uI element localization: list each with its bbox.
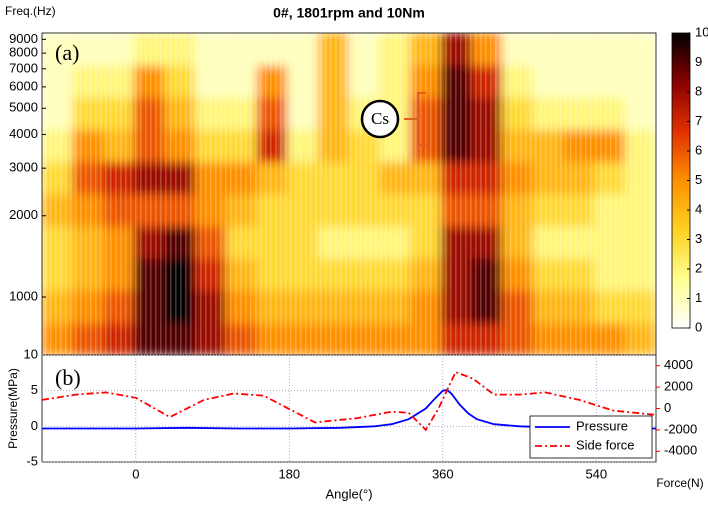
x-tick-label: 540 [585, 466, 607, 481]
colorbar-tick-label: 2 [695, 260, 702, 275]
y2-axis-label: Force(N) [656, 476, 703, 490]
panel-label: (b) [55, 365, 81, 390]
colorbar-tick-label: 7 [695, 113, 702, 128]
x-tick-label: 0 [132, 466, 139, 481]
y2-tick-label: 0 [664, 400, 671, 415]
chart-title: 0#, 1801rpm and 10Nm [273, 5, 425, 21]
y-axis-label: Freq.(Hz) [5, 4, 56, 18]
y-axis-label: Pressure(MPa) [6, 368, 20, 449]
y2-tick-label: -4000 [664, 443, 697, 458]
y-tick-label: 8000 [9, 45, 38, 60]
colorbar-tick-label: 1 [695, 290, 702, 305]
colorbar-tick-label: 6 [695, 142, 702, 157]
y2-tick-label: -2000 [664, 421, 697, 436]
y-tick-label: 5000 [9, 100, 38, 115]
x-tick-label: 360 [432, 466, 454, 481]
y-tick-label: 5 [31, 382, 38, 397]
series-line [42, 389, 656, 430]
colorbar-tick-label: 9 [695, 54, 702, 69]
annotation-bracket [404, 92, 426, 146]
y-tick-label: 7000 [9, 60, 38, 75]
x-tick-label: 180 [278, 466, 300, 481]
x-axis-label: Angle(°) [325, 486, 372, 501]
colorbar-tick-label: 10 [695, 24, 708, 39]
y-tick-label: 1000 [9, 288, 38, 303]
y-tick-label: 2000 [9, 207, 38, 222]
legend-label: Side force [576, 437, 635, 452]
colorbar-tick-label: 8 [695, 83, 702, 98]
annotation-label: Cs [371, 109, 389, 128]
texture [42, 33, 656, 355]
colorbar-tick-label: 0 [695, 319, 702, 334]
annotation-circle [360, 99, 400, 139]
colorbar-tick-label: 3 [695, 231, 702, 246]
series-line [41, 370, 657, 432]
panel-label: (a) [55, 40, 79, 65]
y-tick-label: 10 [24, 346, 38, 361]
y-tick-label: -5 [26, 453, 38, 468]
legend [529, 415, 653, 459]
y-tick-label: 9000 [9, 31, 38, 46]
colorbar-tick-label: 4 [695, 201, 702, 216]
y2-tick-label: 4000 [664, 357, 693, 372]
colorbar-tick-label: 5 [695, 172, 702, 187]
legend-label: Pressure [576, 418, 628, 433]
y-tick-label: 4000 [9, 126, 38, 141]
y2-tick-label: 2000 [664, 379, 693, 394]
y-tick-label: 6000 [9, 78, 38, 93]
y-tick-label: 3000 [9, 160, 38, 175]
y-tick-label: 0 [31, 418, 38, 433]
